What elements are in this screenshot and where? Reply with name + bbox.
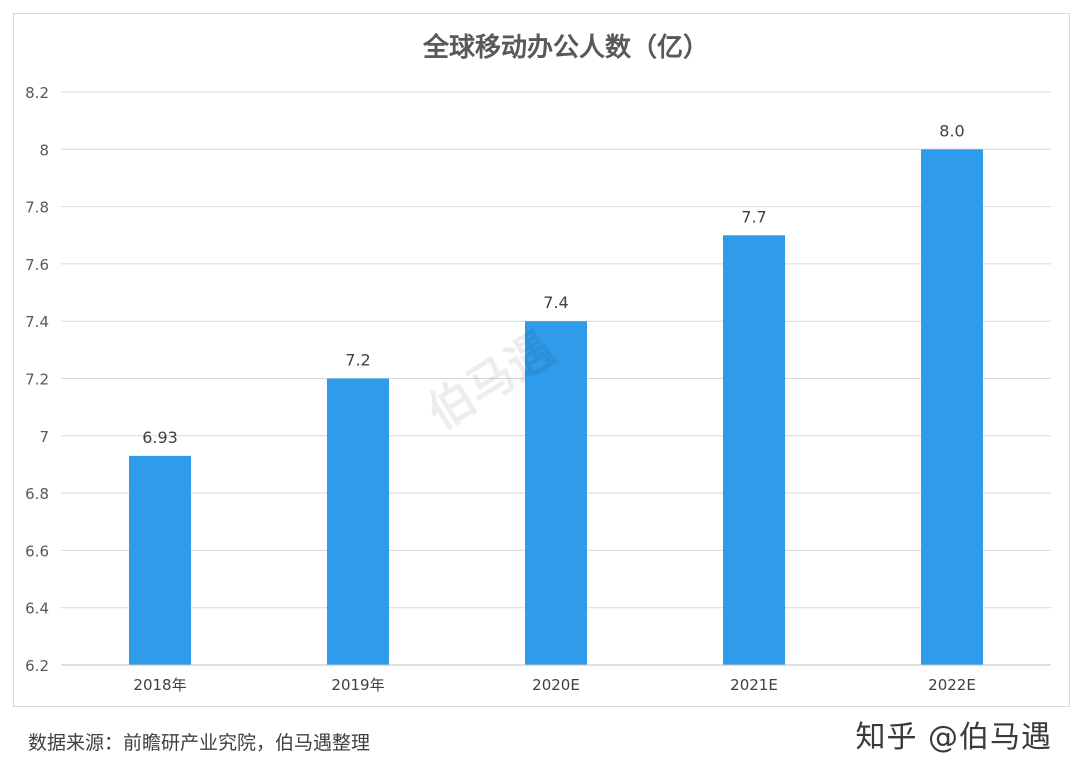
y-tick-label: 6.2 [25, 657, 49, 675]
bar [921, 149, 983, 666]
bar [129, 455, 191, 665]
y-tick-label: 6.8 [25, 485, 49, 503]
y-tick-label: 7.4 [25, 313, 49, 331]
bar [327, 378, 389, 665]
x-tick-label: 2019年 [331, 676, 384, 694]
data-label: 7.4 [543, 293, 568, 312]
x-tick-label: 2021E [730, 676, 778, 694]
data-label: 7.7 [741, 207, 766, 226]
x-tick-label: 2018年 [133, 676, 186, 694]
y-tick-label: 8 [39, 141, 49, 159]
data-label: 6.93 [142, 428, 178, 447]
chart-title: 全球移动办公人数（亿） [422, 32, 709, 63]
bar [525, 321, 587, 665]
y-tick-label: 8.2 [25, 84, 49, 102]
y-tick-label: 6.6 [25, 542, 49, 560]
x-tick-label: 2020E [532, 676, 580, 694]
chart-frame: 全球移动办公人数（亿） 6.2 6.4 6.6 6.8 7 7.2 7.4 7.6 7.8 8 8.2… [13, 13, 1070, 707]
y-tick-label: 6.4 [25, 600, 49, 618]
y-tick-label: 7.2 [25, 371, 49, 389]
bar-chart: 全球移动办公人数（亿） 6.2 6.4 6.6 6.8 7 7.2 7.4 7.6 7.8 8 8.2… [25, 32, 1051, 694]
bar [723, 235, 785, 665]
brand-watermark: 知乎 @伯马遇 [855, 720, 1052, 755]
y-tick-label: 7 [39, 428, 49, 446]
y-tick-label: 7.8 [25, 199, 49, 217]
source-caption: 数据来源：前瞻研产业究院，伯马遇整理 [28, 732, 371, 754]
y-tick-label: 7.6 [25, 256, 49, 274]
data-label: 7.2 [345, 351, 370, 370]
data-label: 8.0 [939, 121, 964, 140]
x-tick-label: 2022E [928, 676, 976, 694]
